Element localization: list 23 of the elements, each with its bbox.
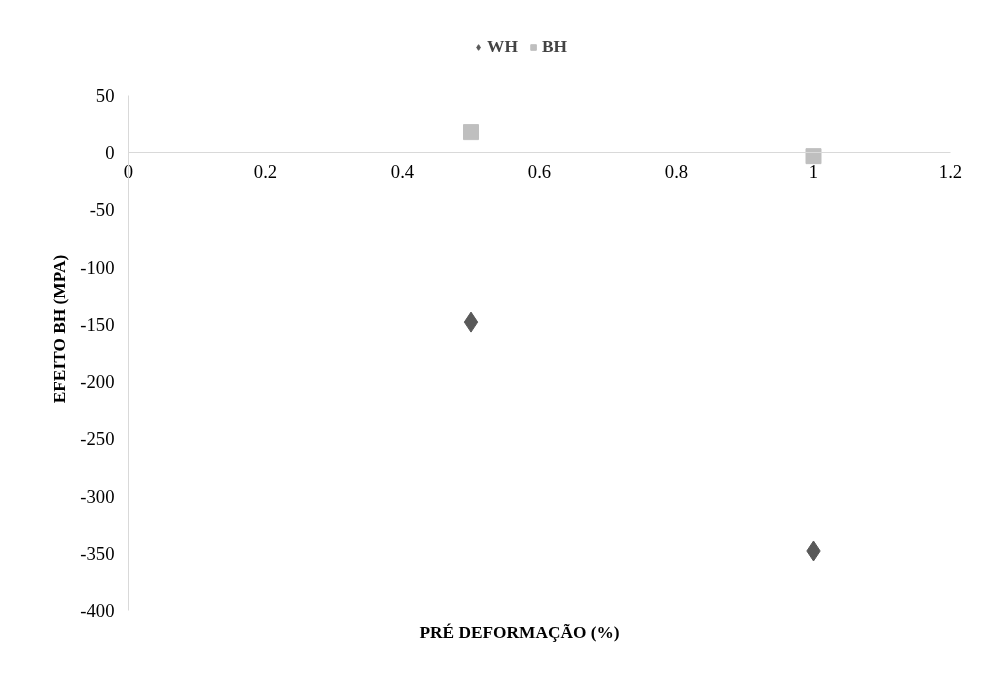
y-tick-label: -350 xyxy=(80,542,115,564)
y-tick-label: -50 xyxy=(89,199,115,221)
x-tick-label: 0.4 xyxy=(390,160,415,182)
x-tick-label: 0.8 xyxy=(664,160,689,182)
x-tick-label: 0.6 xyxy=(527,160,552,182)
y-tick-label: 50 xyxy=(95,85,115,106)
point xyxy=(463,311,479,333)
y-tick-label: -300 xyxy=(80,485,115,507)
legend-label: BH xyxy=(541,37,567,57)
y-axis-title: EFEITO BH (MPA) xyxy=(49,254,69,404)
y-tick-label: 0 xyxy=(105,142,115,164)
y-tick-label: -200 xyxy=(80,371,115,393)
x-tick-label: 1 xyxy=(808,160,819,182)
y-tick-label: -150 xyxy=(80,313,115,335)
y-tick-label: -400 xyxy=(80,600,115,621)
x-tick-label: 1.2 xyxy=(938,160,963,182)
x-tick-label: 0.2 xyxy=(253,160,278,182)
legend-label: WH xyxy=(487,37,518,57)
y-tick-label: -100 xyxy=(80,256,115,278)
point xyxy=(805,148,822,165)
y-tick-label: -250 xyxy=(80,428,115,450)
point xyxy=(463,124,479,141)
x-axis-title: PRÉ DEFORMAÇÃO (%) xyxy=(419,622,620,642)
